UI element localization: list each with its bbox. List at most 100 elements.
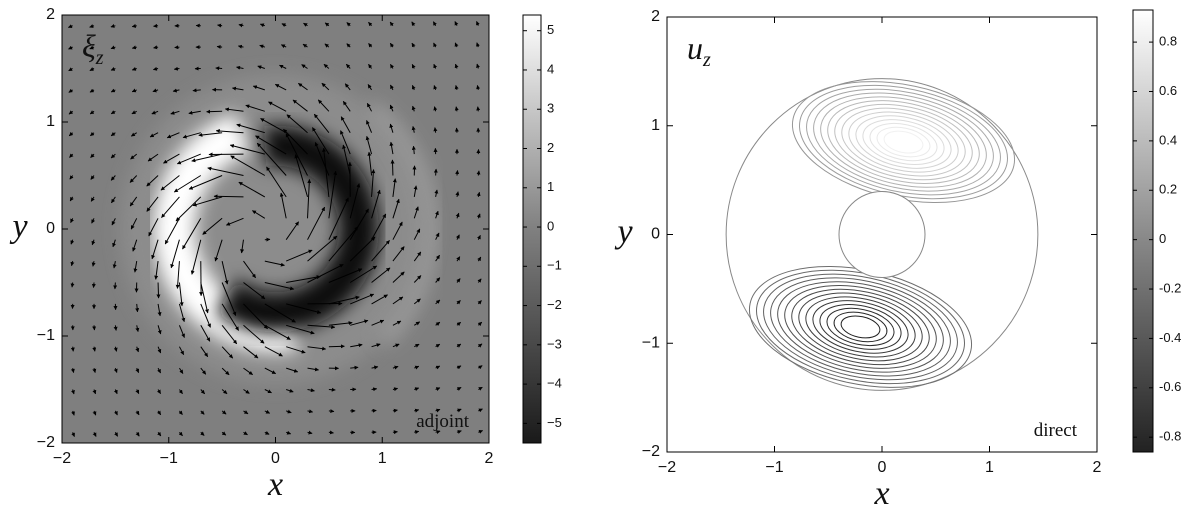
arrow <box>345 63 351 69</box>
arrow <box>264 367 277 375</box>
arrow <box>411 84 416 91</box>
arrow <box>178 410 183 415</box>
arrow <box>294 154 309 198</box>
arrow <box>221 282 237 316</box>
colorbar-tick-label: 3 <box>547 101 554 116</box>
arrow <box>173 66 180 71</box>
arrow <box>252 210 266 219</box>
annotation: direct <box>1034 420 1078 441</box>
arrow <box>434 210 439 219</box>
arrow <box>371 189 381 219</box>
arrow <box>281 23 287 27</box>
arrow <box>392 221 403 240</box>
arrow <box>389 63 394 69</box>
arrow <box>243 389 250 394</box>
arrow <box>365 135 373 155</box>
upper-contour <box>869 122 938 162</box>
lower-contour <box>770 277 951 377</box>
arrow <box>264 303 296 323</box>
arrow <box>371 294 388 305</box>
x-tick-label: −1 <box>765 459 783 476</box>
arrow <box>90 131 95 137</box>
arrow <box>91 282 96 288</box>
colorbar-tick-label: -0.2 <box>1159 280 1181 295</box>
arrow <box>478 430 483 434</box>
negative-lobe <box>215 125 379 333</box>
arrow <box>279 192 287 219</box>
arrow <box>243 410 249 415</box>
arrow <box>280 44 287 49</box>
arrow <box>192 196 223 207</box>
arrow <box>70 367 75 374</box>
arrow <box>456 256 461 262</box>
arrow <box>433 127 438 133</box>
arrow <box>157 303 162 317</box>
upper-contour <box>848 111 959 173</box>
arrow <box>307 409 314 414</box>
arrow <box>307 346 327 351</box>
arrow <box>476 21 480 26</box>
arrow <box>153 23 159 28</box>
arrow <box>264 260 285 267</box>
arrow <box>230 155 266 176</box>
arrow <box>350 343 363 348</box>
arrow <box>157 389 162 395</box>
plot-area <box>62 15 489 443</box>
arrow <box>217 23 223 28</box>
arrow <box>328 430 334 435</box>
arrow <box>298 82 308 91</box>
arrow <box>190 239 202 275</box>
lower-contour <box>777 281 944 373</box>
arrow <box>476 170 481 176</box>
arrow <box>92 346 97 352</box>
arrow <box>411 42 416 48</box>
arrow <box>252 85 265 91</box>
arrow <box>170 110 180 115</box>
arrow <box>188 110 201 115</box>
arrow <box>191 153 223 163</box>
x-tick-label: −2 <box>658 459 676 476</box>
arrow <box>368 63 373 69</box>
arrow <box>307 388 315 393</box>
arrow <box>245 104 265 112</box>
colorbar-tick-label: 0.4 <box>1159 132 1177 147</box>
arrow <box>221 324 238 345</box>
arrow <box>367 151 373 176</box>
arrow <box>89 67 95 71</box>
arrow <box>91 260 96 267</box>
arrow <box>371 343 381 348</box>
title-subscript: z <box>95 47 104 69</box>
arrow <box>433 85 438 91</box>
arrow <box>178 389 183 395</box>
arrow <box>435 277 441 283</box>
arrow <box>238 181 266 198</box>
arrow <box>286 114 308 134</box>
arrow <box>92 432 97 437</box>
arrow <box>200 367 207 375</box>
upper-contour <box>827 100 980 184</box>
arrow <box>349 208 369 240</box>
arrow <box>200 346 209 358</box>
arrow <box>160 175 180 191</box>
arrow <box>328 268 363 283</box>
arrow <box>322 147 330 197</box>
arrow <box>112 261 117 269</box>
arrow <box>286 367 299 373</box>
arrow <box>129 175 138 183</box>
arrow <box>413 298 421 305</box>
arrow <box>221 367 230 376</box>
lower-contour <box>784 285 937 369</box>
arrow <box>411 21 416 26</box>
arrow <box>110 175 116 181</box>
arrow <box>110 88 116 93</box>
arrow <box>392 365 399 370</box>
arrow <box>433 63 438 69</box>
arrow <box>307 206 326 240</box>
arrow <box>111 218 116 226</box>
arrow <box>456 278 461 283</box>
arrow <box>224 107 244 112</box>
arrow <box>413 228 421 240</box>
lower-contour <box>812 300 909 354</box>
arrow <box>68 24 73 28</box>
arrow <box>264 324 291 340</box>
